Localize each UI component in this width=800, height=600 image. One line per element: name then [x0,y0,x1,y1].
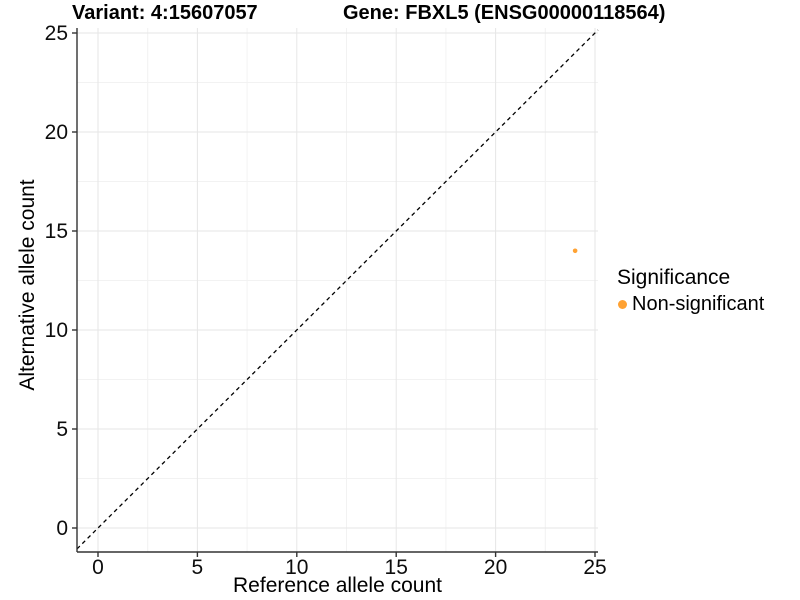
legend-title: Significance [617,266,731,289]
gene-title: Gene: FBXL5 (ENSG00000118564) [343,2,666,24]
y-axis-title: Alternative allele count [16,179,39,391]
legend-marker-icon [618,299,627,309]
x-tick-label: 20 [484,556,507,579]
x-tick-label: 5 [192,556,204,579]
x-tick-label: 0 [92,556,104,579]
y-tick-label: 25 [45,22,68,45]
legend: Significance Non-significant [617,266,764,316]
y-tick-label: 5 [56,418,68,441]
x-tick-label: 15 [385,556,408,579]
data-point [572,248,578,254]
y-tick-label: 15 [45,220,68,243]
legend-entry: Non-significant [617,292,764,316]
y-tick-label: 0 [56,517,68,540]
x-tick-label: 25 [583,556,606,579]
y-tick-label: 20 [45,121,68,144]
variant-title: Variant: 4:15607057 [72,2,258,24]
x-axis-title: Reference allele count [233,574,442,597]
legend-entry-label: Non-significant [632,293,765,315]
y-tick-label: 10 [45,319,68,342]
identity-reference-line [76,29,599,550]
x-tick-label: 10 [285,556,308,579]
